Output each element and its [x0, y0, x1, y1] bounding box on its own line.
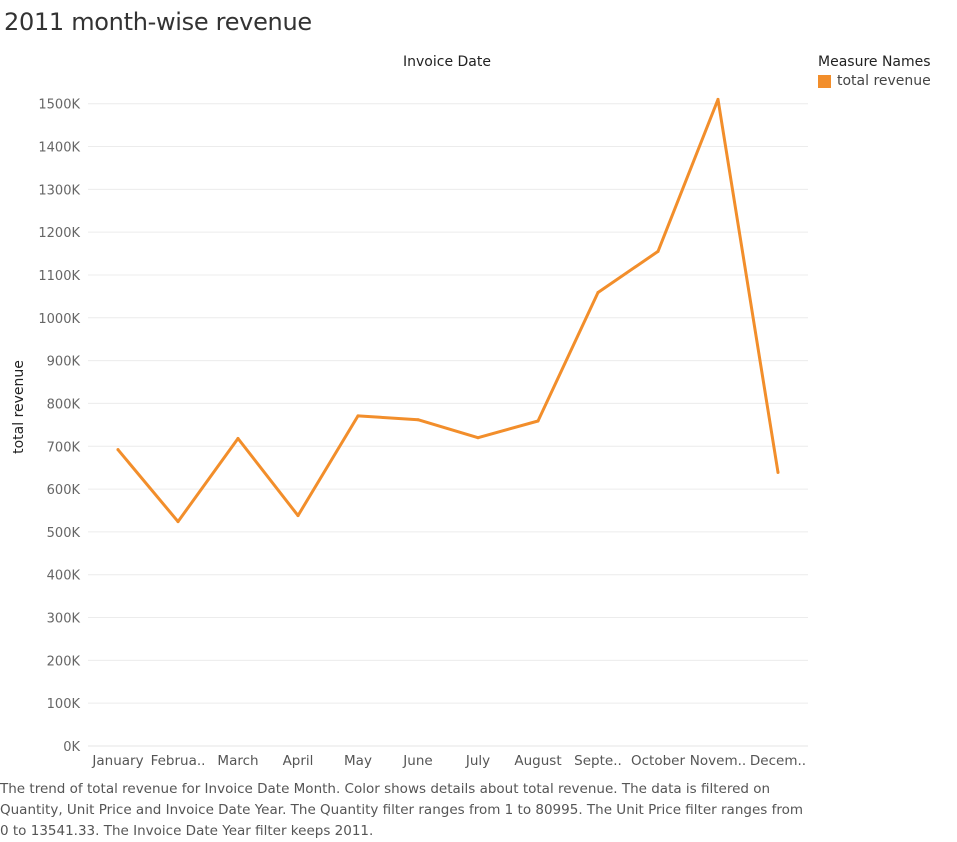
- y-tick-label: 1000K: [38, 312, 80, 327]
- data-point[interactable]: [716, 97, 720, 101]
- x-tick-label: April: [283, 753, 314, 769]
- legend-item-label: total revenue: [837, 73, 931, 89]
- y-tick-label: 100K: [47, 697, 81, 712]
- y-tick-label: 1200K: [38, 226, 80, 241]
- y-tick-label: 400K: [47, 569, 81, 584]
- data-point[interactable]: [176, 520, 180, 524]
- x-tick-label: Februa..: [151, 753, 206, 769]
- data-point[interactable]: [776, 470, 780, 474]
- legend-title: Measure Names: [818, 54, 931, 70]
- x-tick-label: June: [402, 753, 432, 769]
- legend: Measure Names total revenue: [818, 54, 931, 89]
- data-point[interactable]: [536, 419, 540, 423]
- data-point[interactable]: [296, 514, 300, 518]
- y-tick-label: 600K: [47, 483, 81, 498]
- x-tick-label: Septe..: [574, 753, 622, 769]
- gridlines: [88, 103, 808, 747]
- y-axis-ticks: 0K 100K 200K 300K 400K 500K 600K 700K 800K 900K 10…: [38, 98, 80, 755]
- x-tick-label: October: [631, 753, 685, 769]
- y-tick-label: 300K: [47, 612, 81, 627]
- x-tick-label: Decem..: [750, 753, 806, 769]
- data-point[interactable]: [236, 437, 240, 441]
- y-tick-label: 900K: [47, 355, 81, 370]
- y-axis-title: total revenue: [11, 360, 27, 454]
- x-tick-label: August: [514, 753, 561, 769]
- data-point[interactable]: [116, 448, 120, 452]
- y-tick-label: 0K: [63, 740, 80, 755]
- y-tick-label: 1300K: [38, 183, 80, 198]
- chart-caption: The trend of total revenue for Invoice D…: [0, 781, 803, 839]
- legend-swatch: [818, 74, 831, 88]
- y-tick-label: 700K: [47, 440, 81, 455]
- x-tick-label: July: [465, 753, 490, 769]
- y-tick-label: 800K: [47, 397, 81, 412]
- legend-item-total-revenue[interactable]: total revenue: [818, 73, 931, 89]
- data-point[interactable]: [416, 418, 420, 422]
- x-tick-label: May: [344, 753, 372, 769]
- chart-title: 2011 month-wise revenue: [4, 8, 312, 36]
- x-tick-label: Novem..: [690, 753, 746, 769]
- y-tick-label: 1100K: [38, 269, 80, 284]
- x-tick-label: January: [91, 753, 143, 769]
- data-point[interactable]: [356, 414, 360, 418]
- y-tick-label: 1400K: [38, 141, 80, 156]
- data-point[interactable]: [596, 291, 600, 295]
- data-point[interactable]: [656, 249, 660, 253]
- x-axis-ticks: January Februa.. March April May June July Augu…: [91, 753, 806, 769]
- y-tick-label: 200K: [47, 654, 81, 669]
- y-tick-label: 500K: [47, 526, 81, 541]
- series-line-total-revenue[interactable]: [116, 97, 780, 524]
- x-axis-header: Invoice Date: [403, 54, 491, 70]
- y-tick-label: 1500K: [38, 98, 80, 113]
- x-tick-label: March: [217, 753, 258, 769]
- series-lines: [116, 97, 780, 524]
- data-point[interactable]: [476, 436, 480, 440]
